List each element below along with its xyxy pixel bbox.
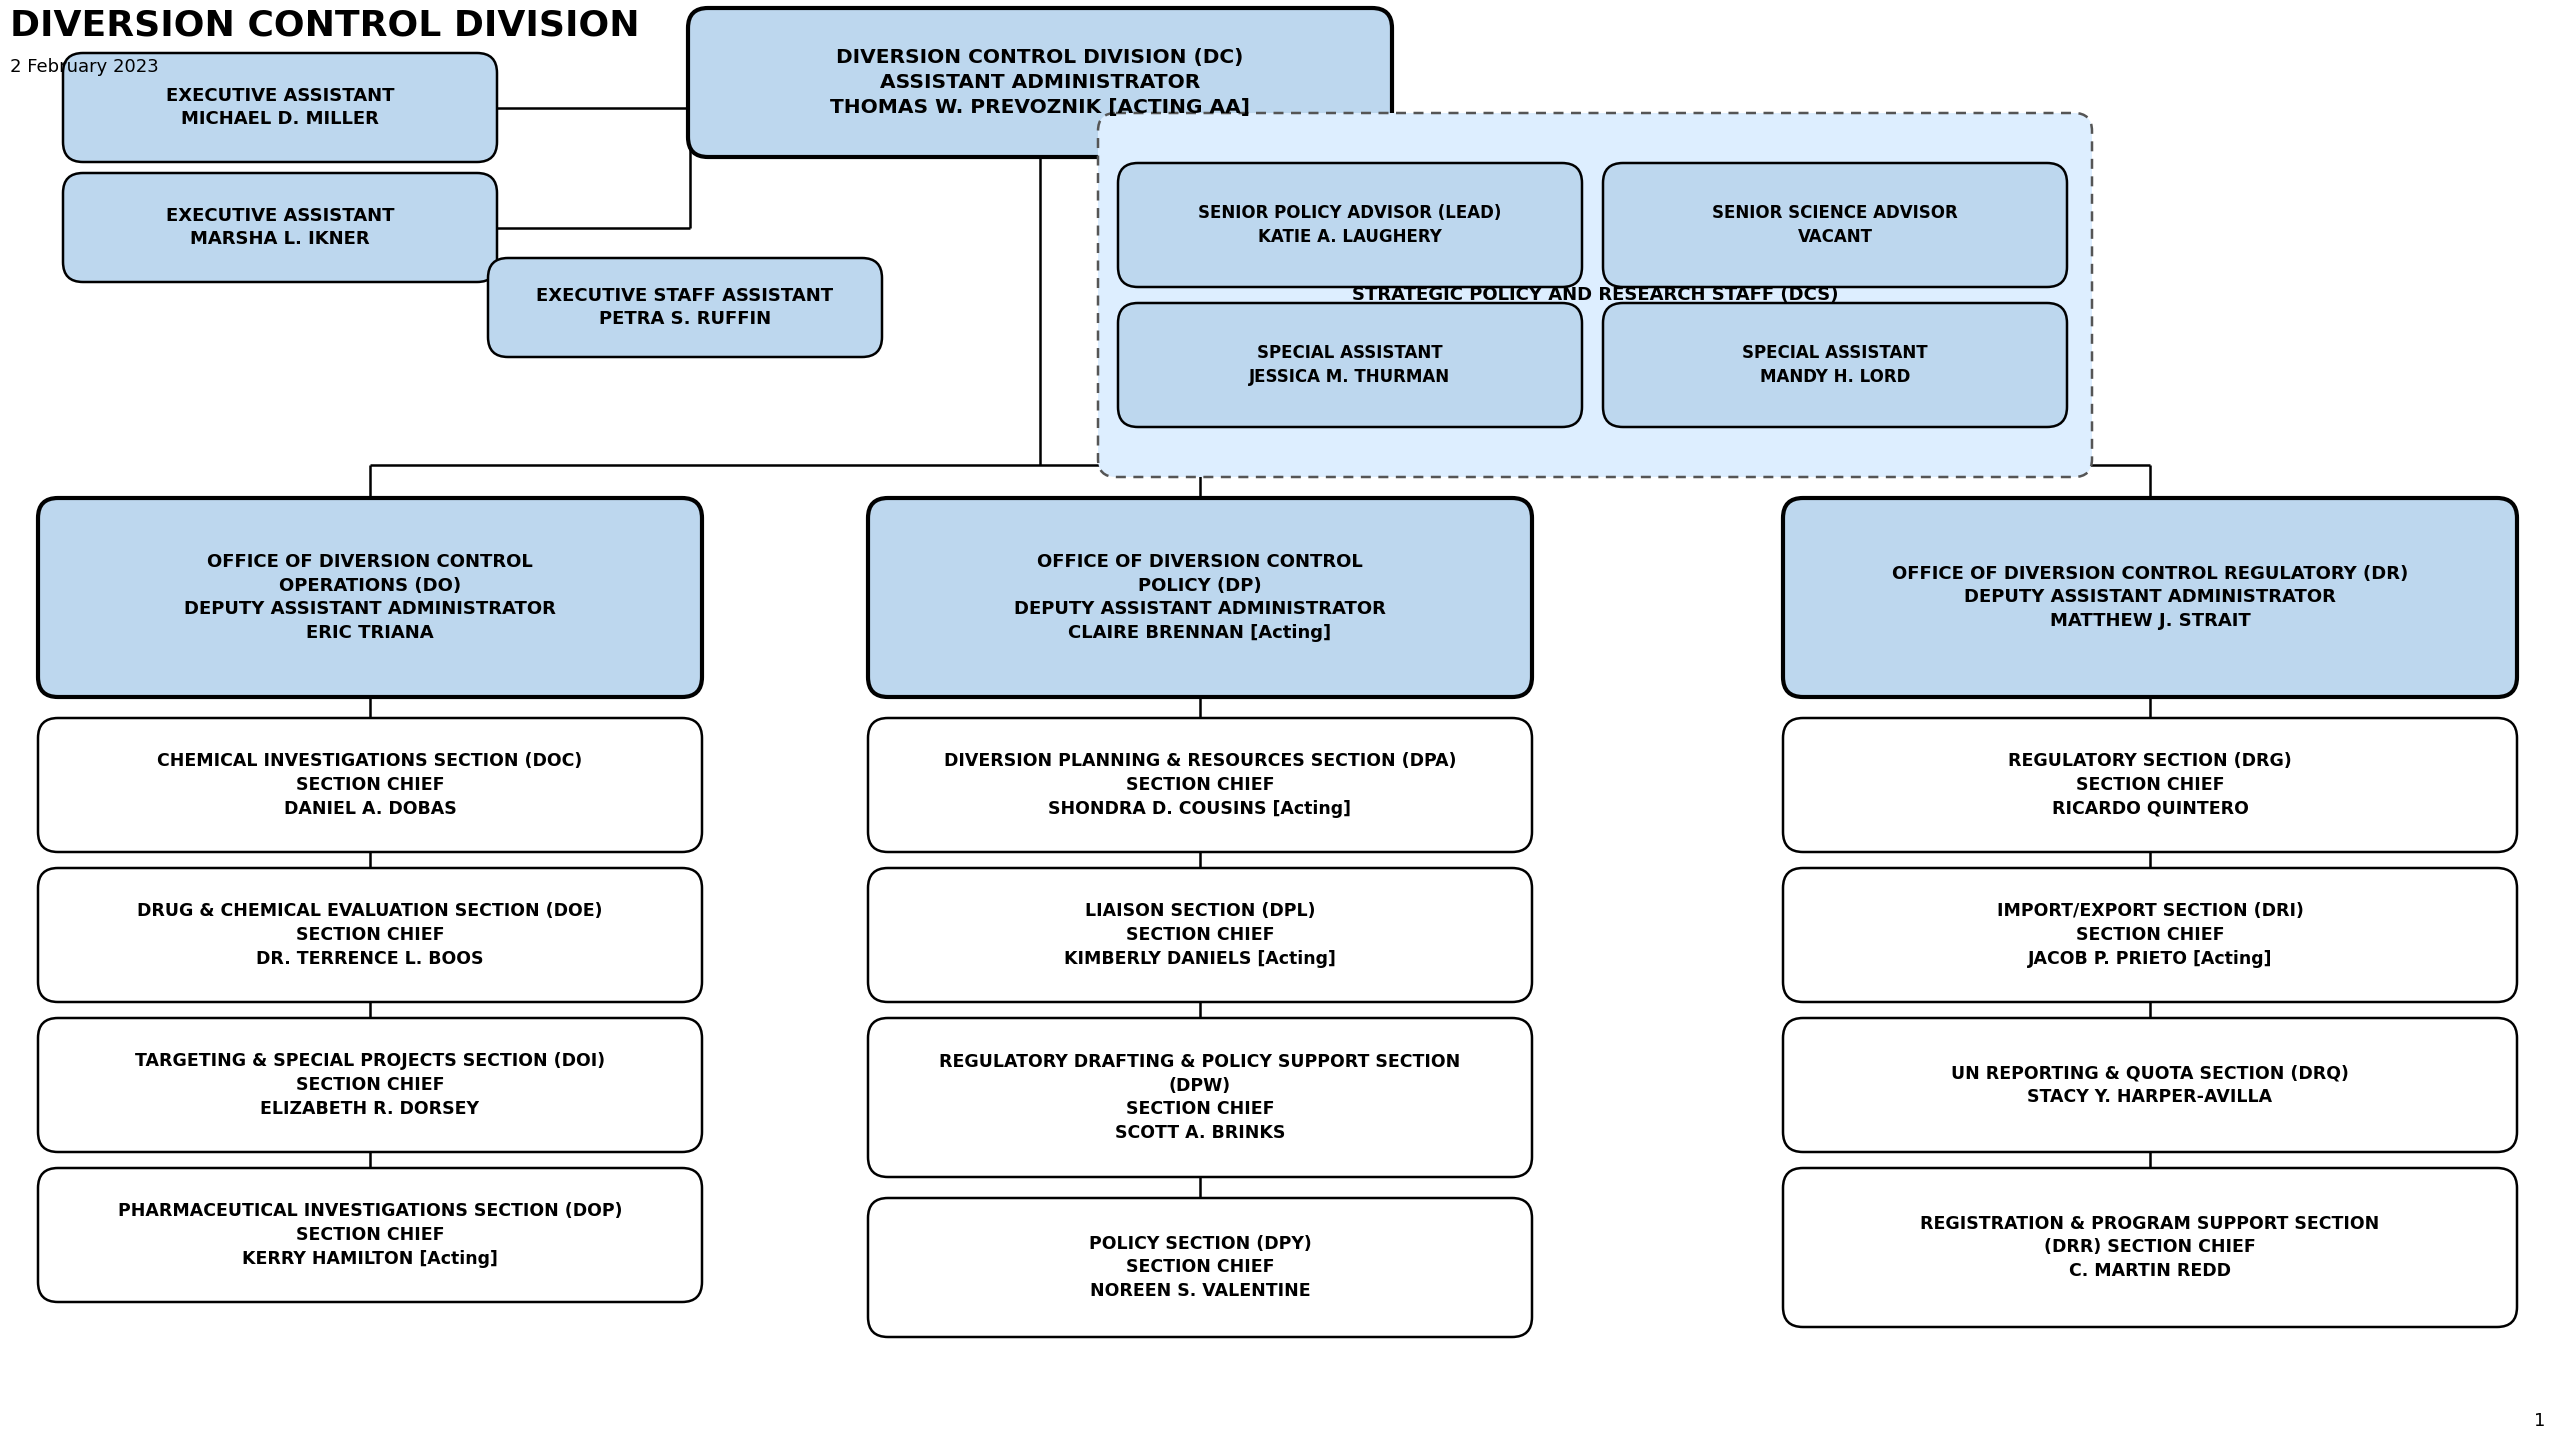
FancyBboxPatch shape — [1782, 868, 2516, 1002]
Text: OFFICE OF DIVERSION CONTROL
POLICY (DP)
DEPUTY ASSISTANT ADMINISTRATOR
CLAIRE BR: OFFICE OF DIVERSION CONTROL POLICY (DP) … — [1014, 553, 1385, 642]
Text: SENIOR POLICY ADVISOR (LEAD)
KATIE A. LAUGHERY: SENIOR POLICY ADVISOR (LEAD) KATIE A. LA… — [1198, 204, 1503, 246]
FancyBboxPatch shape — [489, 258, 883, 357]
FancyBboxPatch shape — [868, 868, 1531, 1002]
Text: OFFICE OF DIVERSION CONTROL REGULATORY (DR)
DEPUTY ASSISTANT ADMINISTRATOR
MATTH: OFFICE OF DIVERSION CONTROL REGULATORY (… — [1892, 564, 2409, 631]
Text: DRUG & CHEMICAL EVALUATION SECTION (DOE)
SECTION CHIEF
DR. TERRENCE L. BOOS: DRUG & CHEMICAL EVALUATION SECTION (DOE)… — [138, 903, 602, 968]
FancyBboxPatch shape — [1782, 1018, 2516, 1152]
FancyBboxPatch shape — [1098, 112, 2092, 477]
FancyBboxPatch shape — [38, 868, 701, 1002]
FancyBboxPatch shape — [1782, 498, 2516, 697]
Text: DIVERSION PLANNING & RESOURCES SECTION (DPA)
SECTION CHIEF
SHONDRA D. COUSINS [A: DIVERSION PLANNING & RESOURCES SECTION (… — [945, 752, 1457, 818]
FancyBboxPatch shape — [1782, 719, 2516, 852]
FancyBboxPatch shape — [64, 173, 497, 282]
Text: EXECUTIVE ASSISTANT
MICHAEL D. MILLER: EXECUTIVE ASSISTANT MICHAEL D. MILLER — [166, 86, 394, 128]
Text: LIAISON SECTION (DPL)
SECTION CHIEF
KIMBERLY DANIELS [Acting]: LIAISON SECTION (DPL) SECTION CHIEF KIMB… — [1065, 903, 1336, 968]
FancyBboxPatch shape — [1782, 1168, 2516, 1328]
Text: SPECIAL ASSISTANT
JESSICA M. THURMAN: SPECIAL ASSISTANT JESSICA M. THURMAN — [1249, 344, 1452, 386]
Text: POLICY SECTION (DPY)
SECTION CHIEF
NOREEN S. VALENTINE: POLICY SECTION (DPY) SECTION CHIEF NOREE… — [1088, 1236, 1311, 1300]
Text: DIVERSION CONTROL DIVISION (DC)
ASSISTANT ADMINISTRATOR
THOMAS W. PREVOZNIK [ACT: DIVERSION CONTROL DIVISION (DC) ASSISTAN… — [829, 48, 1249, 117]
Text: STRATEGIC POLICY AND RESEARCH STAFF (DCS): STRATEGIC POLICY AND RESEARCH STAFF (DCS… — [1352, 287, 1838, 304]
Text: EXECUTIVE ASSISTANT
MARSHA L. IKNER: EXECUTIVE ASSISTANT MARSHA L. IKNER — [166, 207, 394, 248]
FancyBboxPatch shape — [38, 1018, 701, 1152]
Text: PHARMACEUTICAL INVESTIGATIONS SECTION (DOP)
SECTION CHIEF
KERRY HAMILTON [Acting: PHARMACEUTICAL INVESTIGATIONS SECTION (D… — [118, 1202, 622, 1267]
FancyBboxPatch shape — [1603, 163, 2066, 287]
Text: REGULATORY DRAFTING & POLICY SUPPORT SECTION
(DPW)
SECTION CHIEF
SCOTT A. BRINKS: REGULATORY DRAFTING & POLICY SUPPORT SEC… — [940, 1053, 1462, 1142]
FancyBboxPatch shape — [689, 9, 1393, 157]
Text: UN REPORTING & QUOTA SECTION (DRQ)
STACY Y. HARPER-AVILLA: UN REPORTING & QUOTA SECTION (DRQ) STACY… — [1951, 1064, 2350, 1106]
FancyBboxPatch shape — [868, 1198, 1531, 1336]
Text: SENIOR SCIENCE ADVISOR
VACANT: SENIOR SCIENCE ADVISOR VACANT — [1713, 204, 1958, 246]
Text: OFFICE OF DIVERSION CONTROL
OPERATIONS (DO)
DEPUTY ASSISTANT ADMINISTRATOR
ERIC : OFFICE OF DIVERSION CONTROL OPERATIONS (… — [184, 553, 556, 642]
FancyBboxPatch shape — [1119, 302, 1582, 428]
Text: IMPORT/EXPORT SECTION (DRI)
SECTION CHIEF
JACOB P. PRIETO [Acting]: IMPORT/EXPORT SECTION (DRI) SECTION CHIE… — [1997, 903, 2304, 968]
FancyBboxPatch shape — [1603, 302, 2066, 428]
Text: CHEMICAL INVESTIGATIONS SECTION (DOC)
SECTION CHIEF
DANIEL A. DOBAS: CHEMICAL INVESTIGATIONS SECTION (DOC) SE… — [156, 752, 584, 818]
Text: SPECIAL ASSISTANT
MANDY H. LORD: SPECIAL ASSISTANT MANDY H. LORD — [1743, 344, 1928, 386]
FancyBboxPatch shape — [868, 1018, 1531, 1176]
FancyBboxPatch shape — [1119, 163, 1582, 287]
Text: 1: 1 — [2534, 1413, 2545, 1430]
FancyBboxPatch shape — [38, 1168, 701, 1302]
Text: REGISTRATION & PROGRAM SUPPORT SECTION
(DRR) SECTION CHIEF
C. MARTIN REDD: REGISTRATION & PROGRAM SUPPORT SECTION (… — [1920, 1215, 2381, 1280]
FancyBboxPatch shape — [868, 719, 1531, 852]
FancyBboxPatch shape — [38, 498, 701, 697]
FancyBboxPatch shape — [38, 719, 701, 852]
Text: DIVERSION CONTROL DIVISION: DIVERSION CONTROL DIVISION — [10, 9, 640, 42]
Text: TARGETING & SPECIAL PROJECTS SECTION (DOI)
SECTION CHIEF
ELIZABETH R. DORSEY: TARGETING & SPECIAL PROJECTS SECTION (DO… — [136, 1053, 604, 1117]
FancyBboxPatch shape — [64, 53, 497, 161]
Text: 2 February 2023: 2 February 2023 — [10, 58, 159, 76]
Text: REGULATORY SECTION (DRG)
SECTION CHIEF
RICARDO QUINTERO: REGULATORY SECTION (DRG) SECTION CHIEF R… — [2007, 752, 2291, 818]
Text: EXECUTIVE STAFF ASSISTANT
PETRA S. RUFFIN: EXECUTIVE STAFF ASSISTANT PETRA S. RUFFI… — [538, 287, 835, 328]
FancyBboxPatch shape — [868, 498, 1531, 697]
